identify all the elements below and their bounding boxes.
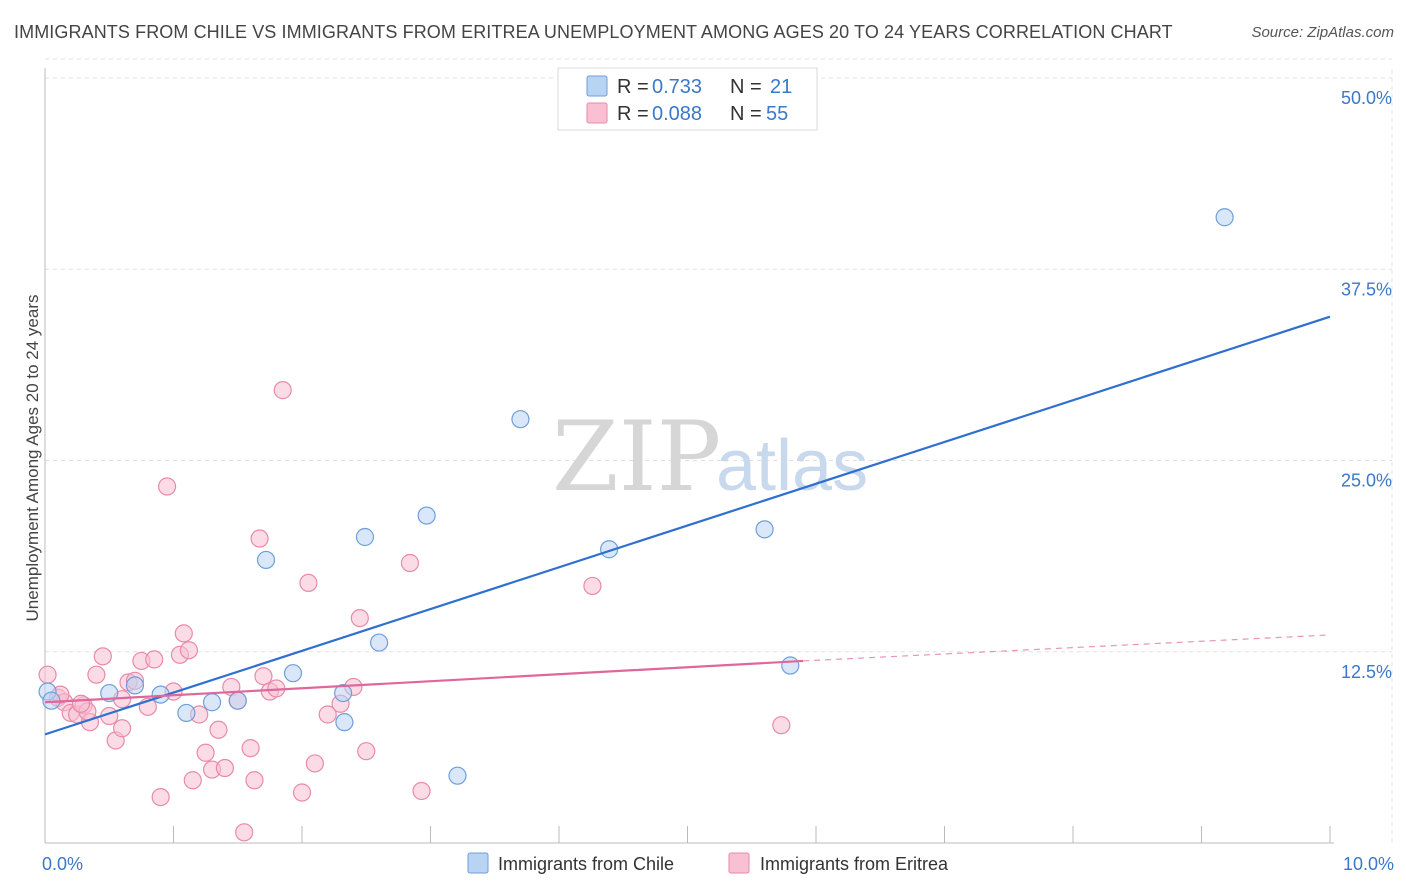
eritrea-point — [412, 781, 431, 801]
legend-n-label-chile: N = — [730, 76, 762, 98]
chile-point — [125, 676, 145, 695]
y-tick-label: 50.0% — [1341, 88, 1392, 108]
series-legend-swatch-eritrea — [728, 852, 750, 874]
x-tick-label-max: 10.0% — [1343, 854, 1394, 874]
eritrea-point — [87, 665, 106, 684]
eritrea-point — [318, 705, 337, 724]
chile-point — [755, 520, 774, 539]
eritrea-point — [357, 742, 376, 761]
eritrea-point — [157, 477, 177, 496]
eritrea-point — [254, 667, 273, 686]
y-axis-label: Unemployment Among Ages 20 to 24 years — [23, 295, 42, 622]
legend-swatch-chile — [586, 75, 608, 97]
legend-n-label-eritrea: N = — [730, 103, 762, 125]
eritrea-point — [273, 381, 292, 400]
y-tick-labels: 12.5% 25.0% 37.5% 50.0% — [1341, 88, 1392, 682]
eritrea-trend-extension — [803, 634, 1331, 662]
x-tick-label-min: 0.0% — [42, 854, 83, 874]
legend-n-value-chile: 21 — [770, 76, 792, 98]
eritrea-point — [71, 694, 91, 713]
chile-point — [100, 683, 119, 703]
eritrea-point — [145, 650, 164, 669]
axes — [44, 68, 1334, 844]
chile-point — [1215, 208, 1234, 227]
eritrea-point — [209, 720, 228, 739]
chart-source: Source: ZipAtlas.com — [1251, 24, 1394, 41]
chile-point — [256, 550, 276, 570]
eritrea-point — [292, 783, 312, 802]
correlation-legend: R = 0.733 N = 21 R = 0.088 N = 55 — [557, 67, 818, 131]
series-legend: Immigrants from Chile Immigrants from Er… — [467, 852, 949, 874]
eritrea-point — [305, 754, 324, 773]
eritrea-point — [350, 608, 369, 628]
eritrea-point — [151, 787, 170, 807]
series-legend-swatch-chile — [467, 852, 489, 874]
eritrea-point — [241, 739, 260, 758]
chile-point — [511, 410, 530, 429]
eritrea-point — [196, 743, 215, 762]
legend-r-value-chile: 0.733 — [652, 76, 702, 98]
watermark-zip: ZIP — [552, 401, 721, 513]
eritrea-point — [93, 647, 112, 666]
series-legend-label-eritrea: Immigrants from Eritrea — [760, 854, 949, 874]
y-tick-label: 25.0% — [1341, 471, 1392, 491]
legend-r-value-eritrea: 0.088 — [652, 103, 702, 125]
data-points — [38, 208, 1234, 842]
legend-r-label-chile: R = — [617, 76, 649, 98]
eritrea-trend-line — [44, 659, 804, 704]
chile-point — [228, 691, 247, 710]
eritrea-point — [235, 823, 254, 842]
watermark-atlas: atlas — [716, 426, 868, 506]
y-tick-label: 12.5% — [1341, 662, 1392, 682]
eritrea-point — [250, 529, 269, 548]
legend-r-label-eritrea: R = — [617, 103, 649, 125]
eritrea-point — [299, 573, 318, 593]
eritrea-point — [183, 771, 202, 790]
chile-point — [334, 683, 353, 703]
eritrea-point — [38, 665, 57, 684]
chile-point — [335, 713, 354, 732]
eritrea-point — [245, 771, 264, 790]
chile-point — [355, 527, 375, 547]
eritrea-point — [772, 716, 791, 735]
chile-trend-line — [44, 315, 1331, 736]
grid-lines — [45, 58, 1393, 843]
eritrea-point — [112, 719, 132, 738]
x-tick-labels: 0.0% 10.0% — [42, 854, 1394, 874]
series-legend-label-chile: Immigrants from Chile — [498, 854, 674, 874]
chile-point — [448, 766, 467, 785]
chile-point — [177, 703, 196, 723]
chile-point — [202, 693, 222, 712]
chile-point — [283, 664, 303, 683]
chile-point — [370, 633, 389, 652]
chile-point — [781, 656, 800, 675]
eritrea-point — [174, 624, 193, 643]
watermark: ZIP atlas — [552, 401, 868, 513]
legend-n-value-eritrea: 55 — [766, 103, 788, 125]
eritrea-point — [215, 758, 234, 778]
eritrea-point — [400, 553, 420, 573]
eritrea-point — [179, 641, 199, 660]
legend-swatch-eritrea — [586, 102, 608, 124]
y-tick-label: 37.5% — [1341, 279, 1392, 299]
trend-lines — [44, 315, 1331, 736]
eritrea-point — [583, 576, 602, 596]
chile-point — [417, 506, 436, 525]
chart-title: IMMIGRANTS FROM CHILE VS IMMIGRANTS FROM… — [14, 22, 1173, 42]
